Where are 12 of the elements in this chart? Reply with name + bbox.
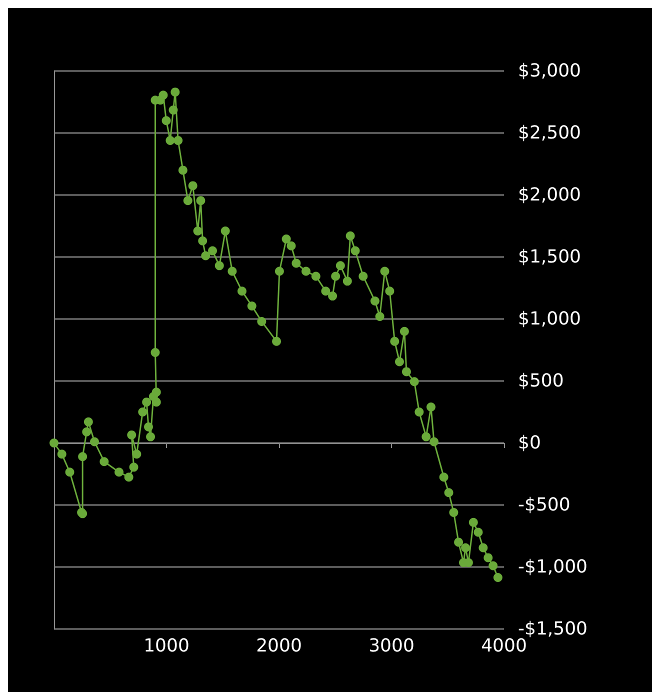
x-tick-label: 1000 bbox=[144, 636, 190, 656]
y-tick-label: $2,000 bbox=[518, 184, 581, 206]
x-tick-label: 3000 bbox=[368, 636, 414, 656]
y-tick-label: $3,000 bbox=[518, 60, 581, 82]
y-tick-label: $500 bbox=[518, 370, 564, 392]
y-tick-label: -$1,000 bbox=[518, 556, 588, 578]
y-tick-label: $1,000 bbox=[518, 308, 581, 330]
y-tick-label: $0 bbox=[518, 432, 541, 454]
y-tick-label: -$500 bbox=[518, 494, 570, 516]
y-tick-label: $2,500 bbox=[518, 122, 581, 144]
y-tick-label: $1,500 bbox=[518, 246, 581, 268]
x-tick-label: 2000 bbox=[256, 636, 302, 656]
